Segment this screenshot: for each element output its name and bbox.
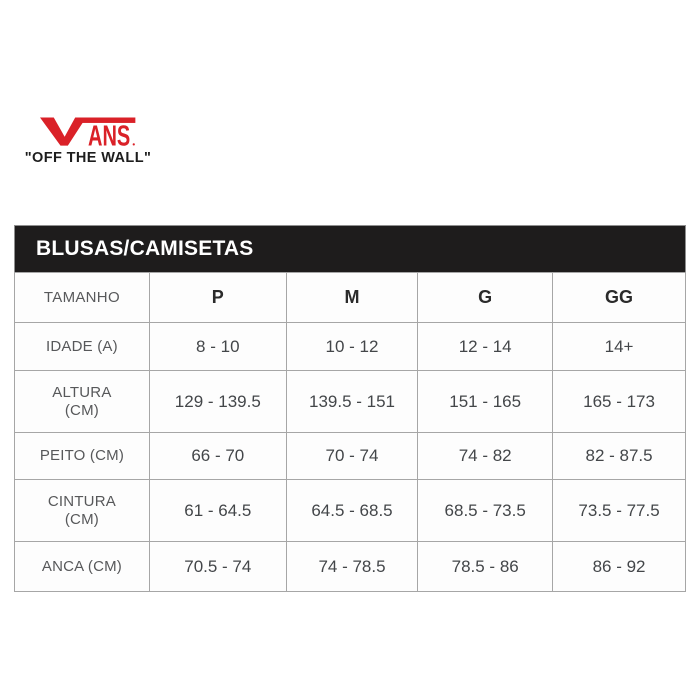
cell: 70.5 - 74: [148, 541, 287, 592]
size-chart: BLUSAS/CAMISETAS TAMANHO P M G GG IDADE (A) 8…: [14, 225, 686, 592]
cell: 86 - 92: [552, 541, 686, 592]
cell: 10 - 12: [285, 322, 419, 371]
cell: 78.5 - 86: [417, 541, 554, 592]
cell: 68.5 - 73.5: [417, 479, 554, 542]
cell: 165 - 173: [552, 370, 686, 433]
cell: 74 - 78.5: [285, 541, 419, 592]
row-label: ANCA (CM): [14, 541, 150, 592]
cell: 129 - 139.5: [148, 370, 287, 433]
table-row: ALTURA (CM) 129 - 139.5 139.5 - 151 151 - 1…: [14, 370, 686, 433]
table-row: PEITO (CM) 66 - 70 70 - 74 74 - 82 82 - 87.5: [14, 432, 686, 480]
size-chart-title: BLUSAS/CAMISETAS: [14, 225, 686, 272]
column-header-row: TAMANHO P M G GG: [14, 272, 686, 323]
cell: 73.5 - 77.5: [552, 479, 686, 542]
svg-text:ANS: ANS: [88, 120, 130, 146]
cell: 8 - 10: [148, 322, 287, 371]
row-label: PEITO (CM): [14, 432, 150, 480]
cell: 61 - 64.5: [148, 479, 287, 542]
row-label: IDADE (A): [14, 322, 150, 371]
cell: 70 - 74: [285, 432, 419, 480]
column-header-tamanho: TAMANHO: [14, 272, 150, 323]
table-row: IDADE (A) 8 - 10 10 - 12 12 - 14 14+: [14, 322, 686, 371]
vans-logo-icon: ANS: [40, 117, 136, 146]
cell: 74 - 82: [417, 432, 554, 480]
vans-logo: ANS "OFF THE WALL": [22, 113, 154, 166]
column-header-size-gg: GG: [552, 272, 686, 323]
table-row: CINTURA (CM) 61 - 64.5 64.5 - 68.5 68.5 - 7…: [14, 479, 686, 542]
cell: 151 - 165: [417, 370, 554, 433]
cell: 14+: [552, 322, 686, 371]
vans-tagline: "OFF THE WALL": [24, 150, 152, 166]
cell: 64.5 - 68.5: [285, 479, 419, 542]
column-header-size-g: G: [417, 272, 554, 323]
table-row: ANCA (CM) 70.5 - 74 74 - 78.5 78.5 - 86 86 -…: [14, 541, 686, 592]
row-label: CINTURA (CM): [14, 479, 150, 542]
cell: 66 - 70: [148, 432, 287, 480]
cell: 139.5 - 151: [285, 370, 419, 433]
cell: 82 - 87.5: [552, 432, 686, 480]
row-label: ALTURA (CM): [14, 370, 150, 433]
size-chart-table: TAMANHO P M G GG IDADE (A) 8 - 10 10 - 12 12 - …: [14, 272, 686, 592]
column-header-size-p: P: [148, 272, 287, 323]
cell: 12 - 14: [417, 322, 554, 371]
column-header-size-m: M: [285, 272, 419, 323]
